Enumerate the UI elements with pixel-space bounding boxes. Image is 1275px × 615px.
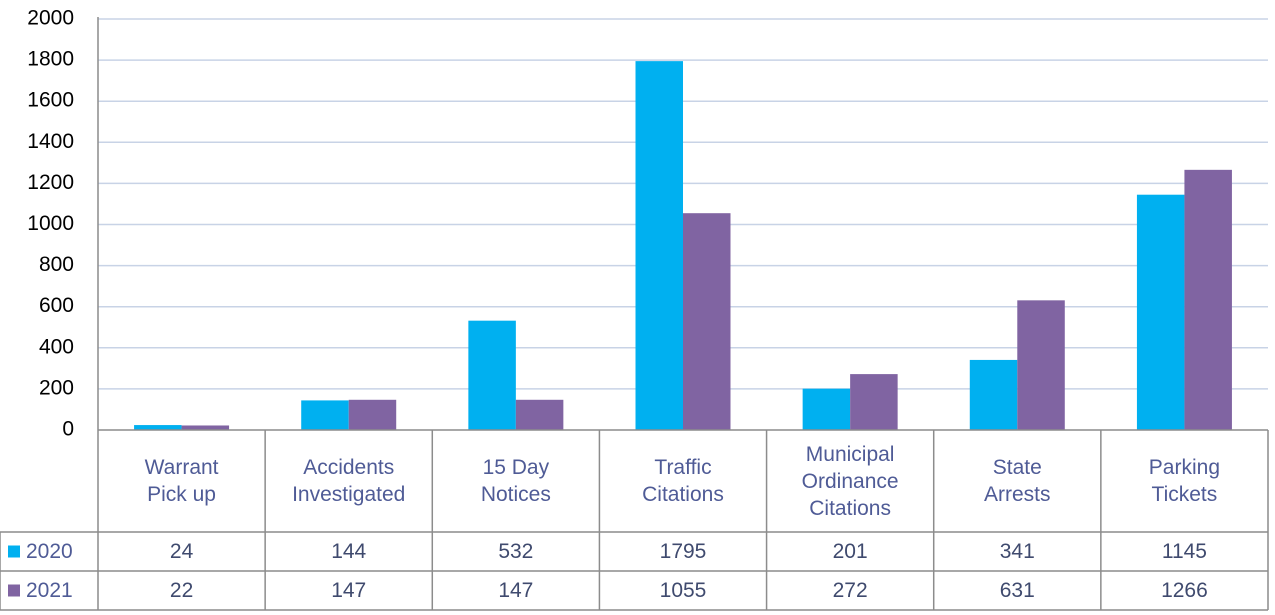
bar [802, 388, 851, 430]
table-value: 272 [833, 579, 868, 602]
y-tick-label: 1400 [27, 130, 74, 153]
table-value: 1795 [660, 540, 707, 563]
table-value: 1055 [660, 579, 707, 602]
table-value: 1145 [1162, 540, 1207, 563]
bar [850, 374, 898, 430]
legend-label: 2021 [26, 579, 73, 602]
table-value: 22 [170, 579, 193, 602]
table-value: 147 [498, 579, 533, 602]
bar [468, 320, 516, 430]
table-value: 341 [1000, 540, 1035, 563]
table-value: 144 [331, 540, 366, 563]
bar [1184, 169, 1232, 430]
legend-label: 2020 [26, 540, 73, 563]
table-value: 201 [833, 540, 868, 563]
y-tick-label: 1800 [27, 48, 74, 71]
y-tick-label: 600 [39, 294, 74, 317]
bar [134, 425, 182, 430]
category-label: 15 Day Notices [432, 430, 599, 532]
y-tick-label: 800 [39, 253, 74, 276]
bar [348, 399, 397, 430]
category-text: Warrant Pick up [144, 456, 219, 506]
legend-key [8, 545, 20, 558]
bar [181, 425, 230, 430]
table-value: 1266 [1161, 579, 1208, 602]
y-tick-label: 400 [39, 335, 74, 358]
y-tick-label: 1200 [27, 171, 74, 194]
y-tick-label: 1600 [27, 89, 74, 112]
category-label: Accidents Investigated [265, 430, 432, 532]
category-text: Municipal Ordinance Citations [801, 442, 899, 520]
y-tick-label: 1000 [27, 212, 74, 235]
category-label: Municipal Ordinance Citations [767, 430, 934, 532]
category-label: State Arrests [934, 430, 1101, 532]
table-value: 24 [170, 540, 194, 563]
y-tick-label: 2000 [27, 7, 74, 30]
bar [969, 359, 1018, 430]
category-label: Warrant Pick up [98, 430, 265, 532]
bar [1136, 194, 1185, 430]
bar [1017, 300, 1065, 430]
y-tick-label: 200 [39, 376, 74, 399]
table-value: 532 [498, 540, 533, 563]
category-text: State Arrests [984, 456, 1051, 506]
category-text: 15 Day Notices [480, 456, 551, 506]
category-text: Parking Tickets [1148, 456, 1220, 506]
category-text: Accidents Investigated [292, 456, 406, 506]
y-tick-label: 0 [62, 418, 74, 441]
bar [301, 400, 349, 430]
category-text: Traffic Citations [642, 456, 724, 506]
legend-key [8, 584, 20, 597]
table-value: 147 [331, 579, 366, 602]
table-value: 631 [1000, 579, 1035, 602]
bar [635, 61, 683, 430]
bar [515, 399, 564, 430]
bar [683, 213, 731, 430]
category-label: Traffic Citations [599, 430, 766, 532]
category-label: Parking Tickets [1101, 430, 1268, 532]
